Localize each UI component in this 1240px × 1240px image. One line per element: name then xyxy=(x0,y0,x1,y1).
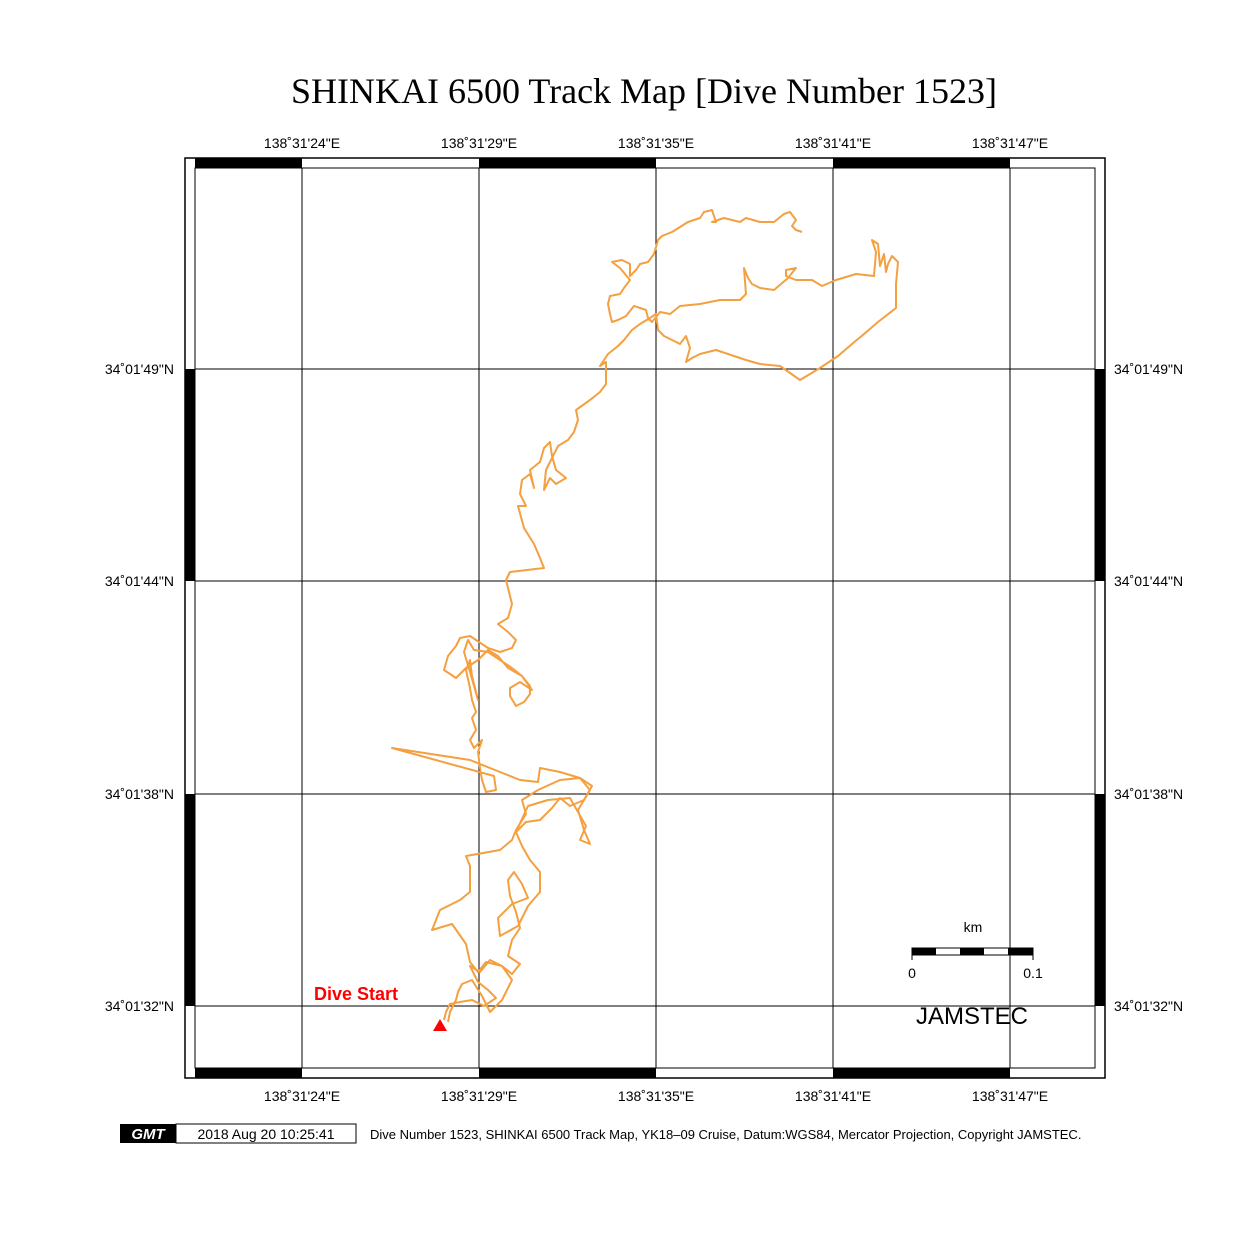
lon-label: 138˚31'29"E xyxy=(441,135,517,151)
dive-track-line xyxy=(391,209,899,845)
lat-label: 34˚01'38"N xyxy=(105,786,174,802)
map-title: SHINKAI 6500 Track Map [Dive Number 1523… xyxy=(291,71,997,111)
lat-labels-left: 34˚01'49"N 34˚01'44"N 34˚01'38"N 34˚01'3… xyxy=(105,361,174,1014)
footer-timestamp: 2018 Aug 20 10:25:41 xyxy=(197,1126,334,1142)
lon-label: 138˚31'35"E xyxy=(618,1088,694,1104)
lon-label: 138˚31'24"E xyxy=(264,135,340,151)
dive-track-line xyxy=(431,777,593,1023)
lat-label: 34˚01'38"N xyxy=(1114,786,1183,802)
lon-label: 138˚31'29"E xyxy=(441,1088,517,1104)
lat-label: 34˚01'44"N xyxy=(1114,573,1183,589)
start-triangle-icon xyxy=(433,1019,447,1031)
lon-labels-bottom: 138˚31'24"E 138˚31'29"E 138˚31'35"E 138˚… xyxy=(264,1088,1048,1104)
lon-label: 138˚31'41"E xyxy=(795,135,871,151)
lon-label: 138˚31'24"E xyxy=(264,1088,340,1104)
lon-label: 138˚31'35"E xyxy=(618,135,694,151)
lon-label: 138˚31'47"E xyxy=(972,1088,1048,1104)
map-frame xyxy=(184,157,1106,1079)
lat-label: 34˚01'44"N xyxy=(105,573,174,589)
lon-label: 138˚31'41"E xyxy=(795,1088,871,1104)
scale-end-label: 0.1 xyxy=(1023,965,1043,981)
gmt-logo-text: GMT xyxy=(131,1126,166,1143)
lat-labels-right: 34˚01'49"N 34˚01'44"N 34˚01'38"N 34˚01'3… xyxy=(1114,361,1183,1014)
lat-label: 34˚01'49"N xyxy=(105,361,174,377)
lat-label: 34˚01'32"N xyxy=(105,998,174,1014)
scale-bar: km 0 0.1 xyxy=(908,919,1043,981)
lon-labels-top: 138˚31'24"E 138˚31'29"E 138˚31'35"E 138˚… xyxy=(264,135,1048,151)
graticule xyxy=(195,168,1095,1068)
gmt-logo xyxy=(120,1124,176,1143)
scale-unit-label: km xyxy=(964,919,983,935)
footer-caption: Dive Number 1523, SHINKAI 6500 Track Map… xyxy=(370,1127,1081,1142)
footer: GMT 2018 Aug 20 10:25:41 Dive Number 152… xyxy=(120,1123,1081,1144)
lon-label: 138˚31'47"E xyxy=(972,135,1048,151)
lat-label: 34˚01'49"N xyxy=(1114,361,1183,377)
scale-start-label: 0 xyxy=(908,965,916,981)
dive-start-label: Dive Start xyxy=(314,984,398,1004)
dive-start-marker: Dive Start xyxy=(314,984,447,1031)
lat-label: 34˚01'32"N xyxy=(1114,998,1183,1014)
agency-label: JAMSTEC xyxy=(916,1003,1028,1030)
